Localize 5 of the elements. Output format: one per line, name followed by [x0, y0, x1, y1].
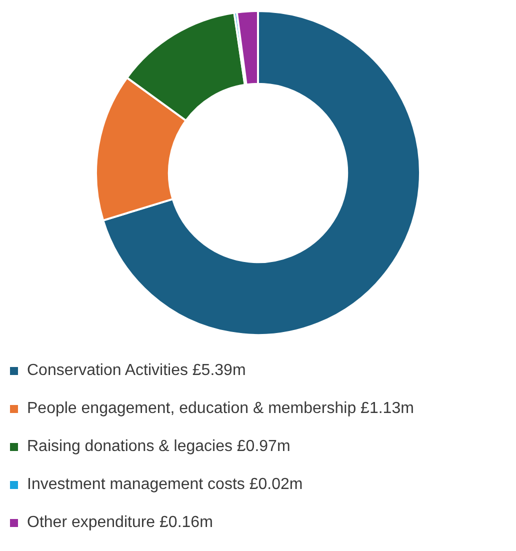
legend-label: Other expenditure £0.16m [27, 514, 213, 532]
legend-label: People engagement, education & membership £1.13m [27, 400, 414, 418]
legend-label: Conservation Activities £5.39m [27, 362, 246, 380]
legend-label: Investment management costs £0.02m [27, 476, 303, 494]
legend-label: Raising donations & legacies £0.97m [27, 438, 290, 456]
